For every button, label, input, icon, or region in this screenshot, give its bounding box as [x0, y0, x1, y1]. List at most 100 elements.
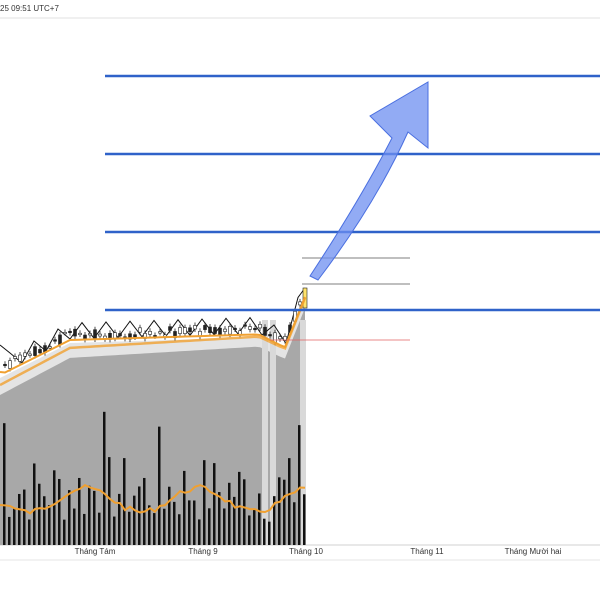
volume-bar [233, 496, 236, 545]
volume-bar [228, 482, 231, 545]
candle-body [68, 330, 72, 334]
candle-body [18, 354, 22, 362]
volume-bar [188, 500, 191, 545]
volume-bar [168, 486, 171, 545]
candle-body [118, 333, 122, 337]
candle-body [98, 333, 102, 337]
x-tick-label: Tháng 9 [188, 547, 218, 556]
forecast-arrow [309, 81, 429, 281]
volume-bar [138, 486, 141, 545]
volume-bar [118, 493, 121, 545]
candle-body [33, 346, 37, 356]
candle-body [168, 326, 172, 331]
volume-bar [173, 501, 176, 545]
candle-body [93, 329, 97, 340]
volume-bar [153, 513, 156, 545]
volume-bar [258, 493, 261, 545]
volume-bar [28, 519, 31, 545]
volume-bar [183, 470, 186, 545]
volume-bar [33, 463, 36, 545]
x-tick-label: Tháng 10 [289, 547, 323, 556]
candle-body [28, 353, 32, 356]
candle-body [203, 325, 207, 330]
volume-bar [88, 485, 91, 545]
highlight-column [262, 320, 268, 545]
volume-bar [43, 496, 46, 545]
candle-body [243, 324, 247, 327]
volume-bar [198, 519, 201, 545]
volume-bar [203, 460, 206, 545]
candle-body [138, 327, 142, 333]
volume-bar [268, 521, 271, 545]
candle-body [38, 349, 42, 354]
volume-bar [58, 478, 61, 545]
candle-body [63, 332, 67, 335]
price-pane [0, 287, 308, 545]
volume-bar [48, 505, 51, 545]
candle-body [253, 327, 257, 331]
volume-bar [78, 477, 81, 545]
candle-body [283, 336, 287, 341]
volume-bar [248, 515, 251, 545]
volume-bar [63, 519, 66, 545]
volume-bar [208, 508, 211, 545]
candle-body [248, 326, 252, 330]
candle-body [278, 336, 282, 340]
x-axis-labels: Tháng Tám Tháng 9 Tháng 10 Tháng 11 Thán… [75, 547, 562, 556]
candle-body [183, 327, 187, 334]
volume-bar [8, 516, 11, 545]
volume-bar [293, 502, 296, 545]
candle-body [78, 332, 82, 336]
candle-body [58, 334, 62, 345]
candle-body [268, 334, 272, 337]
volume-bar [243, 479, 246, 545]
volume-bar [238, 471, 241, 545]
volume-bar [18, 493, 21, 545]
candle-body [3, 363, 7, 367]
volume-bar [113, 516, 116, 545]
volume-bar [38, 483, 41, 545]
volume-bar [193, 500, 196, 545]
candle-body [148, 330, 152, 335]
candle-body [13, 356, 17, 359]
candle-body [8, 360, 12, 369]
candle-body [188, 327, 192, 333]
volume-bar [218, 492, 221, 545]
ma-slow [0, 297, 307, 387]
volume-bar [163, 508, 166, 545]
volume-bar [3, 423, 6, 545]
volume-bar [178, 514, 181, 545]
volume-bar [133, 495, 136, 545]
candle-body [223, 328, 227, 332]
volume-bar [278, 477, 281, 545]
x-tick-label: Tháng Mười hai [505, 547, 562, 556]
volume-bar [288, 458, 291, 545]
ma-fast [0, 296, 306, 374]
volume-bar [108, 457, 111, 545]
candle-body [53, 339, 57, 342]
volume-bar [68, 490, 71, 545]
volume-bar [148, 505, 151, 545]
candle-body [133, 334, 137, 338]
volume-bar [98, 512, 101, 545]
candle-body [263, 326, 267, 336]
volume-bar [83, 513, 86, 545]
volume-bar [23, 489, 26, 545]
volume-bar [93, 490, 96, 545]
volume-bar [128, 511, 131, 545]
candle-body [213, 327, 217, 334]
volume-bar [13, 507, 16, 545]
candle-body [178, 327, 182, 334]
volume-bar [303, 494, 306, 545]
volume-bar [273, 496, 276, 545]
timestamp: 25 09:51 UTC+7 [0, 4, 59, 13]
candle-body [193, 325, 197, 330]
highlight-column [270, 320, 276, 545]
volume-bar [253, 509, 256, 545]
candle-body [48, 346, 52, 349]
volume-bar [283, 479, 286, 545]
volume-bar [73, 508, 76, 545]
candle-body [208, 326, 212, 333]
volume-bar [103, 411, 106, 545]
